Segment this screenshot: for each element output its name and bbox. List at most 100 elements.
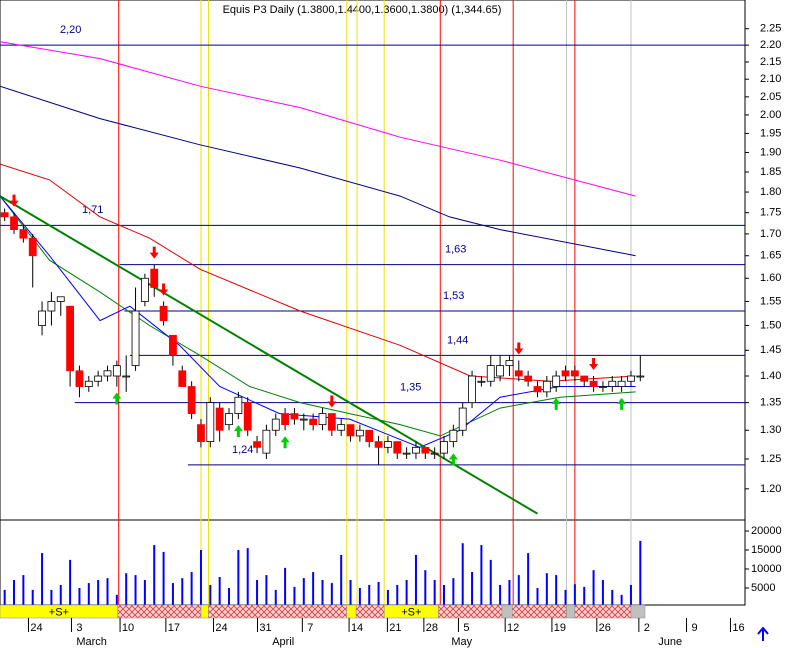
level-label: 1,24 <box>232 444 253 456</box>
month-label: May <box>451 636 472 648</box>
level-label: 1,44 <box>447 334 468 346</box>
candle-body <box>365 429 374 443</box>
candle-body <box>608 380 617 387</box>
volume-tick-label: 15000 <box>751 544 782 556</box>
candle-body <box>514 370 523 377</box>
x-tick-label: 7 <box>307 622 313 634</box>
signal-band <box>355 604 385 619</box>
volume-tick-label: 20000 <box>751 525 782 537</box>
candle-body <box>327 413 336 431</box>
candle-body <box>580 375 589 382</box>
signal-band <box>501 604 513 619</box>
moving-average <box>0 41 636 197</box>
signal-band <box>574 604 632 619</box>
x-tick-label: 17 <box>168 622 180 634</box>
level-label: 2,20 <box>60 24 81 36</box>
level-label: 1,63 <box>445 244 466 256</box>
buy-arrow <box>448 453 458 466</box>
x-tick-label: 3 <box>76 622 82 634</box>
candle-body <box>524 375 533 382</box>
y-tick-label: 1.50 <box>760 319 781 331</box>
month-label: April <box>272 636 294 648</box>
signal-band <box>200 604 209 619</box>
scroll-arrow[interactable] <box>757 626 769 641</box>
y-tick-label: 1.75 <box>760 207 781 219</box>
y-tick-label: 1.55 <box>760 295 781 307</box>
y-tick-label: 2.15 <box>760 56 781 68</box>
y-tick-label: 1.95 <box>760 127 781 139</box>
candle-body <box>262 429 271 454</box>
y-tick-label: 1.40 <box>760 370 781 382</box>
y-tick-label: 1.90 <box>760 146 781 158</box>
candle-body <box>234 396 243 414</box>
candle-body <box>533 386 542 393</box>
candle-body <box>486 365 495 382</box>
candle-body <box>430 452 439 455</box>
candle-body <box>75 370 84 387</box>
x-tick-label: 16 <box>732 622 744 634</box>
x-tick-label: 19 <box>554 622 566 634</box>
signal-band <box>566 604 576 619</box>
candle-body <box>374 441 383 448</box>
volume-tick-label: 5000 <box>751 582 775 594</box>
candle-body <box>505 360 514 367</box>
candle-body <box>570 370 579 377</box>
volume-tick-label: 10000 <box>751 563 782 575</box>
sell-arrow <box>9 194 19 207</box>
moving-average <box>0 195 636 437</box>
x-tick-label: 2 <box>644 622 650 634</box>
candle-body <box>477 380 486 383</box>
candle-body <box>290 413 299 420</box>
y-tick-label: 1.45 <box>760 344 781 356</box>
candle-body <box>84 380 93 387</box>
y-tick-label: 1.20 <box>760 483 781 495</box>
candle-body <box>206 402 215 443</box>
candle-body <box>440 441 448 454</box>
y-tick-label: 2.25 <box>760 23 781 35</box>
candle-body <box>243 402 252 431</box>
y-tick-label: 1.30 <box>760 424 781 436</box>
candle-body <box>542 380 551 393</box>
candle-body <box>337 424 346 431</box>
candle-body <box>552 375 561 387</box>
candle-body <box>281 413 290 426</box>
candle-body <box>103 370 112 377</box>
candle-body <box>122 375 131 378</box>
candle-body <box>197 424 205 443</box>
buy-arrow <box>280 436 290 449</box>
candle-body <box>384 441 392 448</box>
y-tick-label: 2.10 <box>760 73 781 85</box>
candle-body <box>56 296 65 302</box>
x-tick-label: 5 <box>463 622 469 634</box>
sell-arrow <box>589 358 599 371</box>
moving-average <box>0 163 636 382</box>
month-label: March <box>76 636 107 648</box>
x-tick-label: 31 <box>259 622 271 634</box>
y-tick-label: 1.85 <box>760 166 781 178</box>
sell-arrow <box>327 395 337 408</box>
signal-band <box>511 604 567 619</box>
candle-body <box>617 380 626 387</box>
candle-body <box>449 429 458 443</box>
x-tick-label: 28 <box>426 622 438 634</box>
signal-band <box>208 604 348 619</box>
moving-average <box>0 85 636 257</box>
candle-body <box>0 212 9 218</box>
y-tick-label: 1.25 <box>760 453 781 465</box>
candle-body <box>169 334 177 356</box>
level-label: 1,35 <box>400 382 421 394</box>
candle-body <box>599 386 607 388</box>
candle-body <box>215 407 224 431</box>
band-label: +S+ <box>401 606 421 618</box>
candle-body <box>318 413 327 426</box>
candle-body <box>66 305 75 372</box>
candle-body <box>412 446 420 454</box>
candle-body <box>159 305 168 322</box>
candle-body <box>131 310 140 367</box>
buy-arrow <box>551 397 561 410</box>
y-tick-label: 1.70 <box>760 228 781 240</box>
y-tick-label: 1.60 <box>760 272 781 284</box>
moving-average <box>0 195 636 448</box>
signal-band <box>117 604 202 619</box>
